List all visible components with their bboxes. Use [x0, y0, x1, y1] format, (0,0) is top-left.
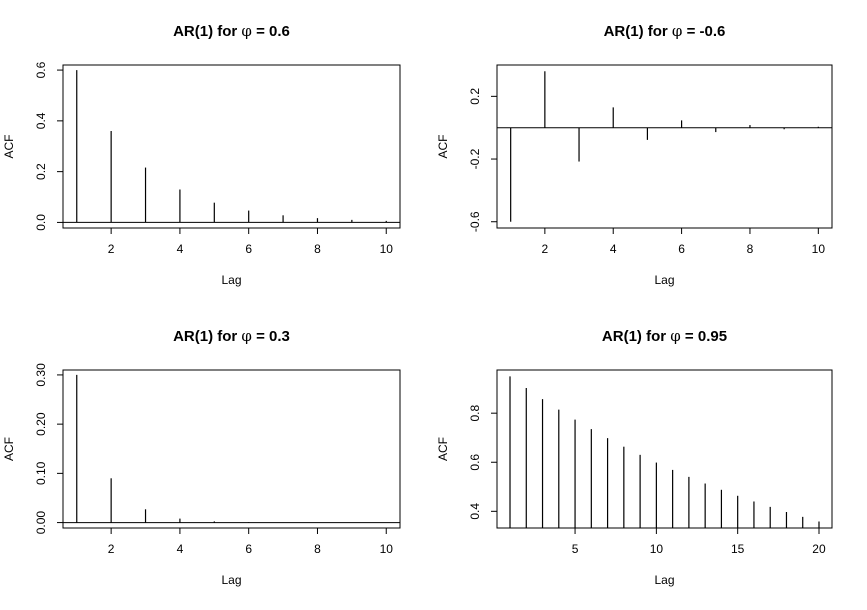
x-tick-label: 8 [747, 242, 754, 256]
x-tick-label: 10 [380, 542, 394, 556]
y-tick-label: -0.2 [468, 148, 482, 169]
y-tick-label: 0.2 [34, 163, 48, 180]
panel-title-value: = 0.95 [681, 328, 727, 345]
x-tick-label: 8 [314, 542, 321, 556]
x-tick-label: 4 [610, 242, 617, 256]
x-tick-label: 2 [108, 242, 115, 256]
y-tick-label: 0.00 [34, 511, 48, 535]
x-tick-label: 20 [812, 542, 826, 556]
y-tick-label: 0.4 [34, 112, 48, 129]
panel-title-value: = 0.3 [252, 328, 290, 345]
panels-layer: AR(1) for φ = 0.6 2 4 6 8 10 Lag 0.0 0.2 0.4 0.6 AC… [2, 22, 833, 587]
y-axis-label: ACF [2, 135, 16, 159]
x-tick-label: 10 [812, 242, 826, 256]
x-tick-label: 5 [572, 542, 579, 556]
phi-symbol: φ [672, 22, 683, 40]
y-tick-label: 0.4 [468, 503, 482, 520]
x-tick-label: 4 [177, 242, 184, 256]
panel-title: AR(1) for φ = 0.3 [173, 327, 290, 345]
x-tick-label: 6 [245, 542, 252, 556]
y-tick-label: 0.6 [34, 61, 48, 78]
panel-title-prefix: AR(1) for [602, 328, 670, 345]
y-tick-label: 0.30 [34, 363, 48, 387]
x-axis-label: Lag [221, 573, 241, 587]
x-tick-label: 6 [678, 242, 685, 256]
phi-symbol: φ [241, 327, 252, 345]
x-tick-label: 10 [380, 242, 394, 256]
y-axis-label: ACF [436, 135, 450, 159]
plot-frame [496, 64, 833, 229]
acf-panel: AR(1) for φ = 0.3 2 4 6 8 10 Lag 0.00 0.10 0.20 0.… [2, 327, 401, 587]
plot-frame [62, 369, 401, 529]
y-tick-label: 0.20 [34, 412, 48, 436]
x-tick-label: 15 [731, 542, 745, 556]
y-tick-label: 0.8 [468, 405, 482, 422]
y-axis-label: ACF [436, 437, 450, 461]
panel-title: AR(1) for φ = 0.95 [602, 327, 727, 345]
panel-title: AR(1) for φ = -0.6 [604, 22, 726, 40]
x-axis-label: Lag [654, 573, 674, 587]
panel-title-prefix: AR(1) for [173, 328, 241, 345]
panel-title-prefix: AR(1) for [173, 23, 241, 40]
y-tick-label: 0.2 [468, 88, 482, 105]
x-tick-label: 2 [108, 542, 115, 556]
plot-frame [62, 64, 401, 229]
panel-title-prefix: AR(1) for [604, 23, 672, 40]
phi-symbol: φ [670, 327, 681, 345]
acf-panel: AR(1) for φ = 0.95 5 10 15 20 Lag 0.4 0.6 0.8 ACF [436, 327, 833, 587]
phi-symbol: φ [241, 22, 252, 40]
x-axis-label: Lag [654, 273, 674, 287]
x-tick-label: 10 [650, 542, 664, 556]
plot-frame [496, 369, 833, 529]
y-tick-label: -0.6 [468, 211, 482, 232]
y-tick-label: 0.6 [468, 454, 482, 471]
y-tick-label: 0.10 [34, 461, 48, 485]
x-tick-label: 8 [314, 242, 321, 256]
panel-title: AR(1) for φ = 0.6 [173, 22, 290, 40]
x-axis-label: Lag [221, 273, 241, 287]
panel-title-value: = -0.6 [682, 23, 725, 40]
panel-title-value: = 0.6 [252, 23, 290, 40]
y-axis-label: ACF [2, 437, 16, 461]
y-tick-label: 0.0 [34, 214, 48, 231]
x-tick-label: 2 [542, 242, 549, 256]
acf-panel: AR(1) for φ = -0.6 2 4 6 8 10 Lag -0.6 -0.2 0.2 AC… [436, 22, 833, 287]
acf-panel: AR(1) for φ = 0.6 2 4 6 8 10 Lag 0.0 0.2 0.4 0.6 AC… [2, 22, 401, 287]
x-tick-label: 6 [245, 242, 252, 256]
x-tick-label: 4 [177, 542, 184, 556]
